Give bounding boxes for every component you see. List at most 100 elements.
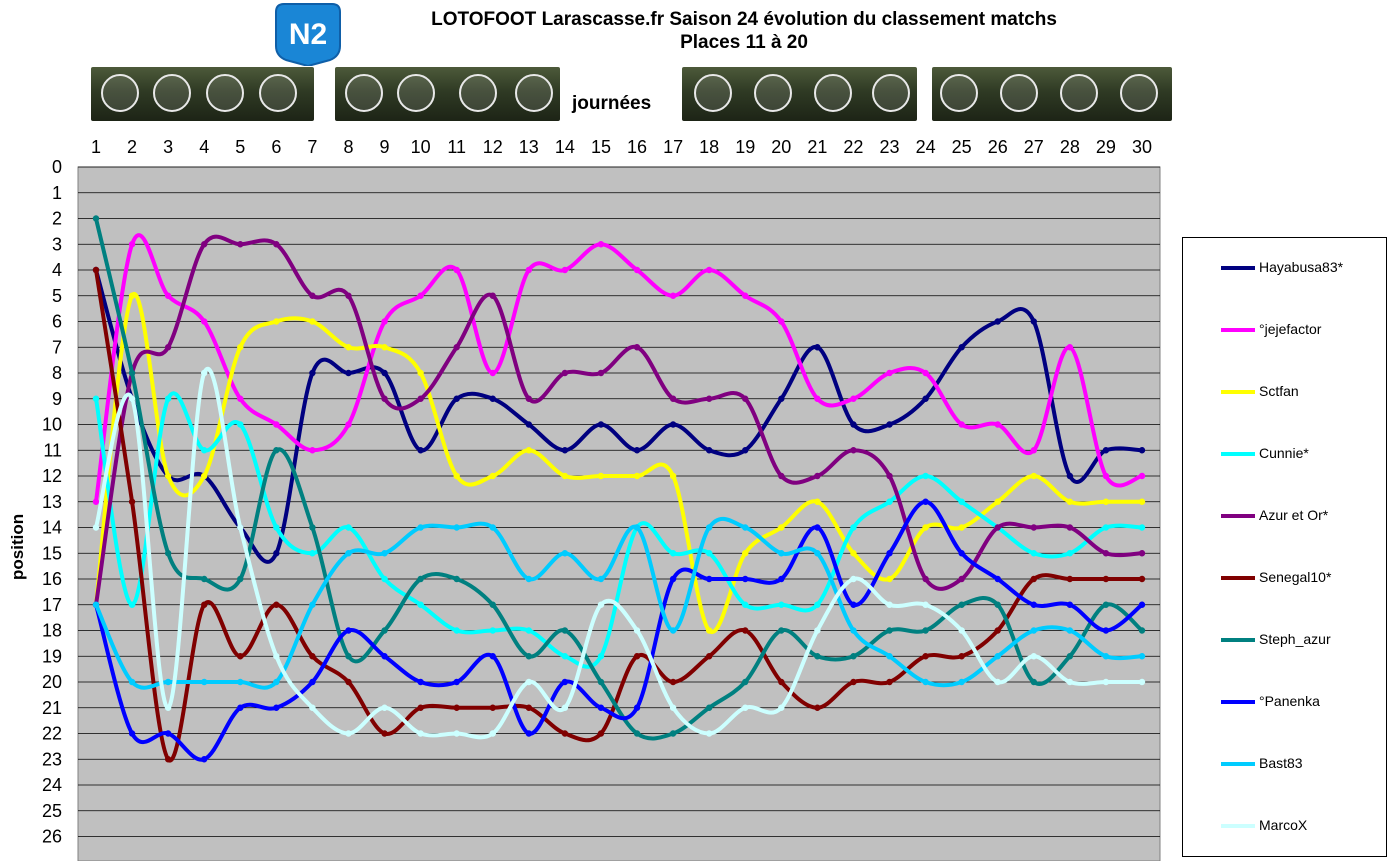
x-tick-label: 28 (1060, 137, 1080, 157)
data-point (273, 447, 280, 454)
legend-label: Hayabusa83* (1259, 259, 1344, 275)
data-point (669, 472, 677, 480)
x-tick-label: 8 (343, 137, 353, 157)
data-point (381, 653, 388, 660)
data-point (489, 369, 496, 377)
data-point (705, 575, 713, 583)
data-point (561, 627, 569, 634)
data-point (633, 447, 641, 454)
club-logos-band-4 (932, 67, 1172, 121)
data-point (525, 395, 533, 402)
data-point (309, 318, 316, 325)
data-point (453, 472, 460, 480)
data-point (669, 395, 677, 402)
y-tick-label: 15 (42, 543, 62, 563)
data-point (1102, 447, 1110, 454)
data-point (489, 730, 496, 737)
data-point (417, 369, 424, 377)
data-point (778, 550, 785, 557)
y-tick-label: 17 (42, 595, 62, 615)
data-point (742, 601, 749, 608)
data-point (1138, 550, 1146, 557)
data-point (128, 498, 136, 505)
data-point (633, 344, 641, 351)
chart-subtitle: Places 11 à 20 (680, 32, 808, 53)
data-point (309, 369, 316, 377)
data-point (669, 627, 677, 634)
x-tick-label: 20 (771, 137, 791, 157)
data-point (958, 498, 965, 505)
data-point (597, 601, 605, 608)
data-point (814, 472, 821, 480)
data-point (922, 498, 929, 505)
data-point (994, 575, 1001, 583)
club-badge-icon (397, 74, 435, 112)
data-point (778, 627, 785, 634)
y-tick-label: 11 (43, 440, 62, 460)
data-point (345, 627, 352, 634)
data-point (669, 678, 677, 686)
data-point (633, 653, 641, 660)
data-point (633, 472, 641, 480)
data-point (381, 318, 388, 325)
data-point (525, 575, 533, 583)
data-point (778, 395, 785, 402)
data-point (164, 756, 172, 763)
data-point (597, 653, 605, 660)
data-point (453, 678, 460, 686)
legend-swatch (1221, 514, 1255, 518)
data-point (886, 498, 893, 505)
data-point (994, 524, 1001, 531)
data-point (778, 704, 785, 711)
data-point (561, 678, 569, 686)
data-point (1030, 524, 1037, 531)
data-point (814, 550, 821, 557)
data-point (669, 550, 677, 557)
club-badge-icon (1120, 74, 1158, 112)
data-point (345, 550, 352, 557)
data-point (742, 524, 749, 531)
data-point (958, 550, 965, 557)
data-point (850, 678, 857, 686)
x-tick-label: 29 (1096, 137, 1116, 157)
data-point (922, 369, 929, 377)
x-tick-label: 22 (843, 137, 863, 157)
data-point (922, 678, 929, 686)
y-tick-label: 1 (52, 183, 62, 203)
data-point (417, 292, 424, 299)
data-point (814, 704, 821, 711)
data-point (1066, 601, 1074, 608)
x-tick-label: 4 (199, 137, 209, 157)
data-point (164, 678, 172, 686)
data-point (92, 395, 100, 402)
data-point (958, 344, 965, 351)
data-point (273, 601, 280, 608)
y-tick-label: 7 (52, 337, 62, 357)
data-point (705, 524, 713, 531)
data-point (922, 395, 929, 402)
data-point (1102, 627, 1110, 634)
y-tick-label: 13 (42, 492, 62, 512)
data-point (525, 421, 533, 428)
data-point (669, 292, 677, 299)
y-tick-label: 18 (42, 621, 62, 641)
data-point (994, 653, 1001, 660)
y-tick-label: 8 (52, 363, 62, 383)
data-point (705, 730, 713, 737)
data-point (273, 318, 280, 325)
x-tick-label: 10 (411, 137, 431, 157)
data-point (597, 241, 605, 248)
club-badge-icon (1060, 74, 1098, 112)
series-°Panenka (92, 498, 1146, 763)
data-point (309, 447, 316, 454)
data-point (273, 704, 280, 711)
data-point (597, 369, 605, 377)
data-point (237, 241, 244, 248)
data-point (453, 704, 460, 711)
data-point (669, 421, 677, 428)
x-tick-label: 12 (483, 137, 503, 157)
data-point (345, 524, 352, 531)
data-point (381, 369, 388, 377)
data-point (886, 472, 893, 480)
data-point (489, 524, 496, 531)
